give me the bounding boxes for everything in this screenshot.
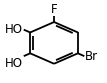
- Text: F: F: [51, 3, 57, 16]
- Text: Br: Br: [85, 50, 98, 63]
- Text: HO: HO: [5, 23, 23, 36]
- Text: HO: HO: [5, 57, 23, 70]
